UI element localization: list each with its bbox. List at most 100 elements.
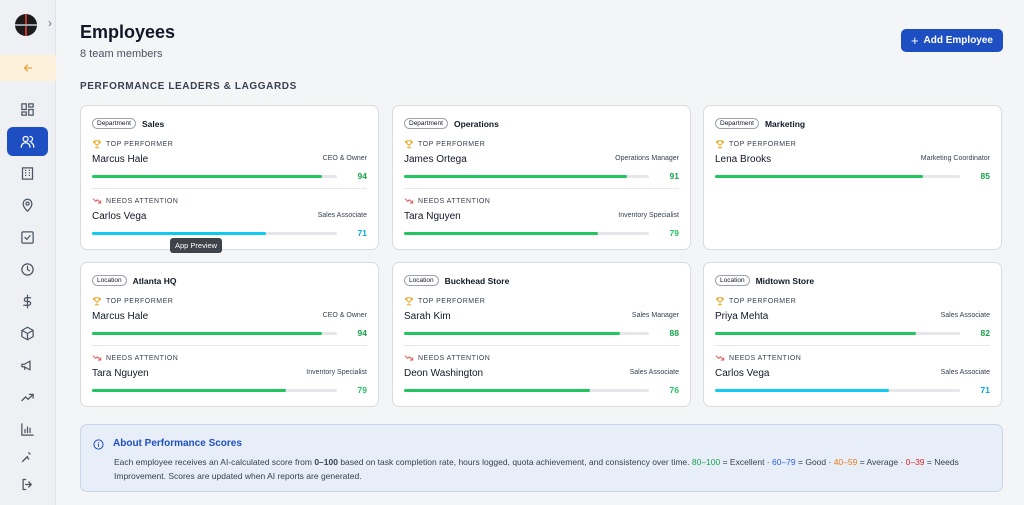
score-bar-track	[715, 389, 960, 392]
info-text: Each employee receives an AI-calculated …	[114, 457, 959, 481]
needs-attention: NEEDS ATTENTION Tara Nguyen Inventory Sp…	[92, 353, 367, 396]
block-label: TOP PERFORMER	[418, 140, 486, 148]
add-employee-button[interactable]: + Add Employee	[900, 29, 1003, 52]
score-bar	[92, 332, 323, 335]
block-label: TOP PERFORMER	[106, 297, 174, 305]
clock-icon	[21, 263, 34, 276]
score-bar	[92, 389, 286, 392]
group-card: Department Marketing TOP PERFORMER Lena …	[703, 105, 1002, 250]
employee-role: Sales Associate	[940, 369, 990, 376]
group-name: Buckhead Store	[444, 275, 510, 286]
score-value: 71	[980, 385, 990, 395]
employee-name[interactable]: Carlos Vega	[92, 211, 147, 222]
group-card: Department Operations TOP PERFORMER Jame…	[392, 105, 691, 250]
nav-time[interactable]	[7, 255, 48, 284]
group-type-chip: Department	[404, 118, 448, 129]
dashboard-icon	[21, 103, 34, 116]
employee-name[interactable]: Sarah Kim	[404, 311, 451, 322]
employee-role: Sales Associate	[940, 312, 990, 319]
employee-name[interactable]: Marcus Hale	[92, 154, 149, 165]
nav-reports[interactable]	[7, 415, 48, 444]
group-card: Location Midtown Store TOP PERFORMER Pri…	[703, 262, 1002, 407]
check-square-icon	[21, 231, 34, 244]
employee-name[interactable]: Tara Nguyen	[92, 368, 149, 379]
trophy-icon	[93, 140, 101, 149]
employee-role: Operations Manager	[615, 155, 679, 162]
building-icon	[21, 167, 34, 180]
top-performer: TOP PERFORMER James Ortega Operations Ma…	[404, 139, 679, 182]
block-label: NEEDS ATTENTION	[418, 354, 491, 362]
block-label: NEEDS ATTENTION	[106, 354, 179, 362]
ai-sparkle-icon	[21, 451, 31, 462]
group-name: Midtown Store	[755, 275, 815, 286]
employee-role: Marketing Coordinator	[920, 155, 990, 162]
divider	[92, 188, 367, 189]
arrow-left-icon	[23, 64, 33, 72]
nav-marketing[interactable]	[7, 351, 48, 380]
nav-tasks[interactable]	[7, 223, 48, 252]
nav-ai[interactable]	[7, 445, 48, 467]
nav-trends[interactable]	[7, 383, 48, 412]
app-logo[interactable]	[15, 14, 37, 36]
score-bar	[404, 389, 591, 392]
nav-logout[interactable]	[7, 470, 48, 499]
divider	[404, 345, 679, 346]
needs-attention: NEEDS ATTENTION Carlos Vega Sales Associ…	[715, 353, 990, 396]
score-bar-track	[404, 332, 649, 335]
nav-buildings[interactable]	[7, 159, 48, 188]
info-icon	[93, 439, 104, 450]
nav-finance[interactable]	[7, 287, 48, 316]
score-value: 79	[669, 228, 679, 238]
page-title: Employees	[80, 22, 176, 42]
needs-attention: NEEDS ATTENTION Deon Washington Sales As…	[404, 353, 679, 396]
score-bar	[404, 175, 627, 178]
group-name: Marketing	[764, 118, 806, 129]
employee-name[interactable]: Deon Washington	[404, 368, 484, 379]
page-subtitle: 8 team members	[80, 48, 163, 60]
nav-inventory[interactable]	[7, 319, 48, 348]
employee-name[interactable]: Marcus Hale	[92, 311, 149, 322]
divider	[92, 345, 367, 346]
megaphone-icon	[21, 360, 31, 371]
score-bar	[715, 332, 916, 335]
trending-down-icon	[715, 355, 725, 361]
employee-name[interactable]: Tara Nguyen	[404, 211, 461, 222]
employee-name[interactable]: Lena Brooks	[715, 154, 772, 165]
employee-name[interactable]: Carlos Vega	[715, 368, 770, 379]
score-value: 91	[669, 171, 679, 181]
employee-role: CEO & Owner	[322, 312, 367, 319]
group-type-chip: Department	[715, 118, 759, 129]
score-bar	[715, 389, 889, 392]
trophy-icon	[716, 297, 724, 306]
score-bar	[404, 232, 598, 235]
employee-name[interactable]: Priya Mehta	[715, 311, 769, 322]
score-bar-track	[715, 175, 960, 178]
logout-icon	[22, 478, 33, 491]
nav-employees[interactable]	[7, 127, 48, 156]
plus-icon: +	[910, 33, 919, 48]
score-bar-track	[404, 232, 649, 235]
group-type-chip: Location	[404, 275, 439, 286]
employee-role: Sales Associate	[629, 369, 679, 376]
employee-role: Inventory Specialist	[306, 369, 367, 376]
block-label: TOP PERFORMER	[729, 297, 797, 305]
top-performer: TOP PERFORMER Priya Mehta Sales Associat…	[715, 296, 990, 339]
trophy-icon	[716, 140, 724, 149]
score-value: 94	[357, 328, 367, 338]
group-name: Sales	[141, 118, 165, 129]
nav-locations[interactable]	[7, 191, 48, 220]
group-type-chip: Location	[92, 275, 127, 286]
employee-name[interactable]: James Ortega	[404, 154, 467, 165]
main-content: Employees 8 team members + Add Employee …	[56, 0, 1024, 505]
block-label: NEEDS ATTENTION	[418, 197, 491, 205]
nav-dashboard[interactable]	[7, 95, 48, 124]
back-button[interactable]	[0, 55, 56, 81]
score-bar-track	[92, 389, 337, 392]
group-type-chip: Department	[92, 118, 136, 129]
sidebar: ›	[0, 0, 56, 505]
trending-up-icon	[21, 393, 34, 402]
chevron-right-icon[interactable]: ›	[48, 16, 52, 30]
score-bar	[92, 232, 266, 235]
info-title: About Performance Scores	[113, 438, 242, 449]
needs-attention: NEEDS ATTENTION Carlos Vega Sales Associ…	[92, 196, 367, 239]
